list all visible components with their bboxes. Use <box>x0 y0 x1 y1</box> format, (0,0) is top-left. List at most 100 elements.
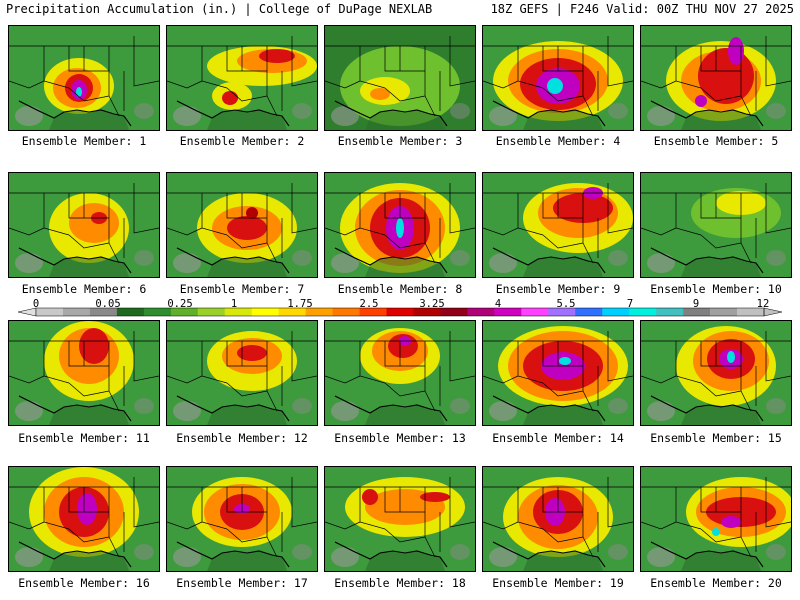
scale-swatch <box>467 308 495 316</box>
scale-tick-label: 0 <box>32 298 40 310</box>
scale-tick-label: 9 <box>692 298 700 310</box>
coastline <box>18 395 132 422</box>
coastline <box>334 100 448 127</box>
ensemble-panel-16 <box>8 466 160 572</box>
coastline <box>18 541 132 568</box>
scale-tick-label: 5.5 <box>556 298 576 310</box>
coastline <box>492 395 606 422</box>
run-info: 18Z GEFS | F246 Valid: 00Z THU NOV 27 20… <box>490 2 794 16</box>
ensemble-panel-13 <box>324 320 476 426</box>
precip-map <box>325 173 475 277</box>
scale-tick-label: 7 <box>626 298 634 310</box>
precip-contour <box>370 88 390 100</box>
coastline <box>176 247 290 274</box>
precip-contour <box>77 493 97 525</box>
precip-map <box>9 467 159 571</box>
scale-swatch <box>494 308 522 316</box>
ensemble-panel-5 <box>640 25 792 131</box>
coastline <box>492 100 606 127</box>
ensemble-panel-4 <box>482 25 634 131</box>
precip-contour <box>721 516 741 528</box>
scale-tick-label: 2.5 <box>359 298 379 310</box>
coastline <box>650 247 764 274</box>
scale-swatch <box>548 308 576 316</box>
chart-title: Precipitation Accumulation (in.) | Colle… <box>6 2 433 16</box>
scale-tick-label: 0.25 <box>167 298 193 310</box>
scale-tick-label: 4 <box>494 298 502 310</box>
precip-map <box>641 173 791 277</box>
coastline <box>334 395 448 422</box>
scale-swatch <box>386 308 414 316</box>
ensemble-member-label: Ensemble Member: 14 <box>492 431 624 445</box>
ensemble-member-label: Ensemble Member: 20 <box>650 576 782 590</box>
coastline <box>334 541 448 568</box>
ensemble-member-label: Ensemble Member: 9 <box>495 282 621 296</box>
precip-map <box>325 321 475 425</box>
state-boundaries <box>325 477 475 560</box>
ensemble-member-label: Ensemble Member: 10 <box>650 282 782 296</box>
ensemble-panel-2 <box>166 25 318 131</box>
precip-contour <box>222 91 238 105</box>
precip-map <box>325 467 475 571</box>
state-boundaries <box>9 36 159 119</box>
ensemble-panel-11 <box>8 320 160 426</box>
state-boundaries <box>641 477 791 560</box>
precip-contour <box>69 203 119 243</box>
ensemble-member-label: Ensemble Member: 2 <box>179 134 305 148</box>
precip-map <box>167 26 317 130</box>
scale-swatch <box>89 308 118 316</box>
precip-contour <box>698 48 754 104</box>
scale-swatch <box>737 308 765 316</box>
ensemble-panel-7 <box>166 172 318 278</box>
precip-contour <box>227 216 267 240</box>
ensemble-panel-12 <box>166 320 318 426</box>
precip-contour <box>396 218 404 238</box>
state-boundaries <box>483 477 633 560</box>
ensemble-member-label: Ensemble Member: 5 <box>653 134 779 148</box>
scale-swatch <box>575 308 603 316</box>
state-boundaries <box>167 183 317 266</box>
coastline <box>650 395 764 422</box>
precip-map <box>641 26 791 130</box>
precip-contour <box>727 351 735 363</box>
scale-tick-label: 1 <box>230 298 238 310</box>
precip-map <box>9 173 159 277</box>
ensemble-panel-14 <box>482 320 634 426</box>
scale-swatch <box>683 308 711 316</box>
precip-contour <box>695 95 707 107</box>
scale-swatch <box>710 308 738 316</box>
scale-swatch <box>332 308 360 316</box>
ensemble-member-label: Ensemble Member: 11 <box>18 431 150 445</box>
ensemble-member-label: Ensemble Member: 16 <box>18 576 150 590</box>
coastline <box>176 541 290 568</box>
precip-map <box>483 173 633 277</box>
ensemble-member-label: Ensemble Member: 19 <box>492 576 624 590</box>
ensemble-member-label: Ensemble Member: 18 <box>334 576 466 590</box>
ensemble-panel-8 <box>324 172 476 278</box>
scale-swatch <box>629 308 657 316</box>
scale-swatch <box>278 308 306 316</box>
scale-swatch <box>197 308 226 316</box>
precip-contour <box>712 528 720 536</box>
scale-swatch <box>143 308 172 316</box>
scale-swatch <box>62 308 91 316</box>
precip-contour <box>420 492 450 502</box>
coastline <box>334 247 448 274</box>
ensemble-panel-19 <box>482 466 634 572</box>
scale-swatch <box>440 308 468 316</box>
ensemble-panel-3 <box>324 25 476 131</box>
coastline <box>18 100 132 127</box>
scale-swatch <box>224 308 253 316</box>
precip-map <box>325 26 475 130</box>
precip-contour <box>362 489 378 505</box>
precip-contour <box>76 87 82 97</box>
ensemble-panel-6 <box>8 172 160 278</box>
scale-swatch <box>251 308 279 316</box>
color-scale-bar <box>17 307 783 317</box>
coastline <box>492 541 606 568</box>
precip-map <box>167 467 317 571</box>
coastline <box>492 247 606 274</box>
state-boundaries <box>9 477 159 560</box>
ensemble-member-label: Ensemble Member: 8 <box>337 282 463 296</box>
precip-contour <box>547 78 563 94</box>
